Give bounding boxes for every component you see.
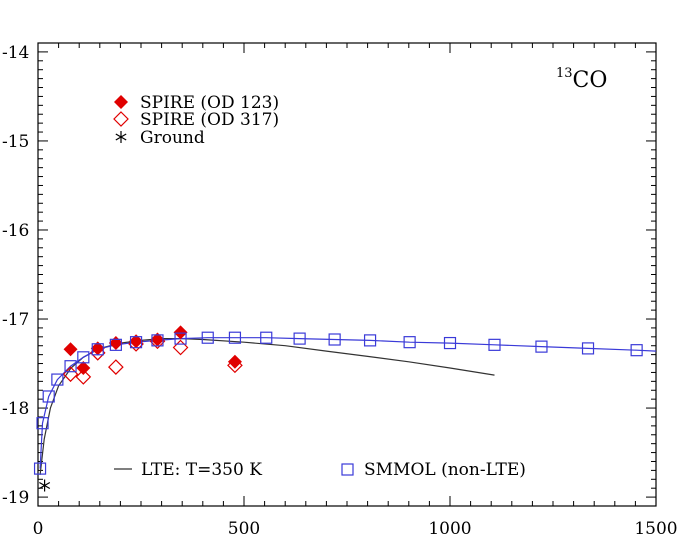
- spire-od317-point: [89, 345, 106, 361]
- y-tick-label: -17: [2, 310, 29, 330]
- legend-lower: LTE: T=350 K SMMOL (non-LTE): [114, 460, 526, 480]
- spire-od123-point: [63, 342, 78, 357]
- smmol-point: [535, 340, 548, 353]
- spire-od123-point: [227, 354, 242, 369]
- legend-item-lte: LTE: T=350 K: [114, 460, 262, 480]
- legend-label-spire-od317: SPIRE (OD 317): [140, 110, 279, 130]
- chart-title-main: 13CO: [556, 66, 607, 93]
- smmol-point: [174, 332, 187, 345]
- spire-od317-point: [149, 333, 166, 350]
- x-tick-label: 1500: [634, 519, 677, 539]
- x-tick-label: 500: [228, 519, 260, 539]
- y-tick-label: -16: [2, 221, 29, 241]
- smmol-point: [36, 417, 49, 430]
- smmol-point: [403, 336, 416, 349]
- legend-item-spire-od317: SPIRE (OD 317): [113, 110, 279, 130]
- curves: [39, 337, 657, 475]
- spire-od123-point: [129, 334, 144, 349]
- legend-marker-open-diamond: [113, 111, 129, 127]
- smmol-point: [363, 334, 377, 347]
- smmol-point: [77, 351, 90, 364]
- spire-od123-point: [150, 332, 165, 347]
- y-tick-label: -15: [2, 132, 29, 152]
- spire-od317-point: [172, 339, 189, 356]
- legend-item-spire-od123: SPIRE (OD 123): [114, 93, 279, 113]
- legend-item-smmol: SMMOL (non-LTE): [341, 460, 526, 480]
- smmol-point: [228, 331, 242, 344]
- smmol-point: [260, 331, 273, 344]
- legend-label-spire-od123: SPIRE (OD 123): [140, 93, 279, 113]
- spire-od317-point: [128, 336, 144, 352]
- spire-od317-point: [227, 357, 243, 374]
- smmol-point: [201, 331, 214, 344]
- lte-curve: [39, 338, 495, 475]
- legend-label-lte: LTE: T=350 K: [141, 460, 262, 480]
- smmol-point: [129, 336, 143, 349]
- chart-title: 13CO: [556, 66, 607, 93]
- y-tick-label: -19: [2, 488, 29, 508]
- smmol-point: [328, 333, 341, 346]
- smmol-point: [91, 343, 104, 356]
- legend-label-ground: Ground: [140, 128, 205, 148]
- smmol-point: [630, 344, 643, 357]
- legend-marker-asterisk: [115, 131, 127, 143]
- smmol-point: [293, 332, 306, 345]
- data-markers: [33, 325, 643, 492]
- ground-point-stroke: [39, 482, 51, 490]
- legend-label-smmol: SMMOL (non-LTE): [364, 460, 526, 480]
- smmol-point: [33, 462, 47, 475]
- smmol-point: [151, 334, 164, 347]
- smmol-point: [581, 342, 595, 355]
- spire-od317-point: [108, 359, 124, 375]
- chart-title-text: CO: [573, 68, 608, 93]
- smmol-point: [109, 338, 122, 351]
- y-tick-label: -18: [2, 399, 29, 419]
- plot-frame: [37, 42, 657, 507]
- smmol-point: [488, 338, 501, 351]
- x-tick-label: 1000: [428, 519, 471, 539]
- spire-od317-point: [75, 369, 92, 385]
- smmol-point: [51, 373, 64, 386]
- axes: 0 500 1000 1500 -19 -18 -17 -16 -15 -14: [2, 42, 678, 539]
- legend-marker-filled-diamond: [114, 95, 128, 109]
- chart-title-superscript: 13: [556, 66, 573, 81]
- spire-od123-point: [76, 360, 91, 375]
- legend-upper: SPIRE (OD 123) SPIRE (OD 317) Ground: [113, 93, 279, 148]
- legend-item-ground: Ground: [115, 128, 205, 148]
- ground-point: [39, 479, 51, 492]
- y-tick-label: -14: [2, 43, 29, 63]
- smmol-curve: [39, 337, 657, 469]
- smmol-point: [443, 336, 457, 350]
- x-tick-label: 0: [33, 519, 44, 539]
- smmol-point: [42, 390, 55, 403]
- smmol-point: [64, 360, 77, 373]
- legend-marker-open-square: [341, 463, 354, 476]
- spire-od123-point: [90, 341, 105, 356]
- spire-od123-point: [173, 325, 188, 340]
